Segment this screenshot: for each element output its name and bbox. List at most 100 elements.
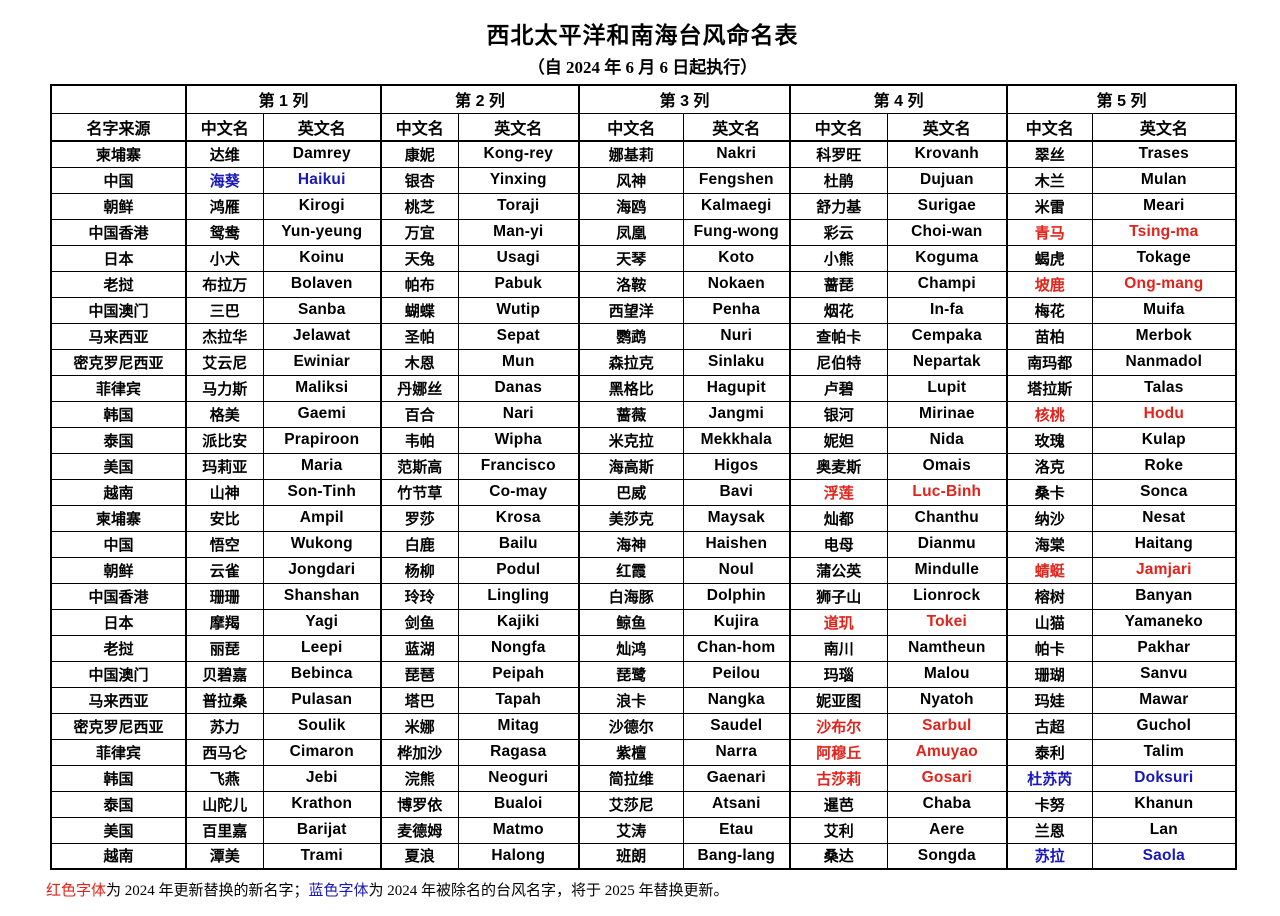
en-name-cell: Surigae (886, 192, 1008, 220)
group-header-2: 第 2 列 (380, 84, 580, 114)
en-name-cell: Mekkhala (682, 426, 791, 454)
en-name-cell: Pabuk (457, 270, 580, 298)
en-name-cell: Nari (457, 400, 580, 428)
cn-name-cell: 塔拉斯 (1006, 374, 1093, 402)
cn-name-cell: 道玑 (789, 608, 888, 636)
table-row: 中国香港 珊珊 Shanshan 玲玲 Lingling 白海豚 Dolphin 狮子山 Lio… (50, 582, 1237, 610)
cn-name-cell: 天兔 (380, 244, 459, 272)
en-name-cell: Nuri (682, 322, 791, 350)
en-name-cell: Yagi (262, 608, 382, 636)
cn-name-cell: 苏力 (185, 712, 264, 740)
cn-name-cell: 蔷薇 (578, 400, 684, 428)
en-name-cell: Tokage (1091, 244, 1237, 272)
cn-name-cell: 凤凰 (578, 218, 684, 246)
en-name-cell: Koto (682, 244, 791, 272)
cn-name-cell: 桃芝 (380, 192, 459, 220)
en-name-cell: Dujuan (886, 166, 1008, 194)
cn-name-cell: 竹节草 (380, 478, 459, 506)
cn-name-cell: 科罗旺 (789, 140, 888, 168)
cn-name-cell: 琵琶 (380, 660, 459, 688)
en-name-cell: Halong (457, 842, 580, 870)
table-row: 中国澳门 贝碧嘉 Bebinca 琵琶 Peipah 琵鹭 Peilou 玛瑙 Malou 珊瑚 S… (50, 660, 1237, 688)
en-name-cell: Noul (682, 556, 791, 584)
cn-name-cell: 木恩 (380, 348, 459, 376)
en-name-cell: Lupit (886, 374, 1008, 402)
cn-name-cell: 飞燕 (185, 764, 264, 792)
source-cell: 中国澳门 (50, 296, 187, 324)
en-name-cell: Omais (886, 452, 1008, 480)
cn-name-cell: 海鸥 (578, 192, 684, 220)
source-cell: 马来西亚 (50, 686, 187, 714)
cn-name-cell: 珊瑚 (1006, 660, 1093, 688)
en-name-cell: Tapah (457, 686, 580, 714)
cn-name-cell: 榕树 (1006, 582, 1093, 610)
cn-name-cell: 卢碧 (789, 374, 888, 402)
table-row: 中国香港 鸳鸯 Yun-yeung 万宜 Man-yi 凤凰 Fung-wong 彩云 Choi… (50, 218, 1237, 246)
cn-name-cell: 玛莉亚 (185, 452, 264, 480)
cn-name-cell: 罗莎 (380, 504, 459, 532)
cn-name-cell: 马力斯 (185, 374, 264, 402)
en-name-cell: Banyan (1091, 582, 1237, 610)
en-name-cell: Dolphin (682, 582, 791, 610)
cn-name-cell: 木兰 (1006, 166, 1093, 194)
source-cell: 柬埔寨 (50, 504, 187, 532)
en-name-cell: Lionrock (886, 582, 1008, 610)
cn-name-cell: 纳沙 (1006, 504, 1093, 532)
table-row: 柬埔寨 达维 Damrey 康妮 Kong-rey 娜基莉 Nakri 科罗旺 Krovanh 翠… (50, 140, 1237, 168)
en-name-cell: Yinxing (457, 166, 580, 194)
cn-name-cell: 风神 (578, 166, 684, 194)
en-name-cell: Jamjari (1091, 556, 1237, 584)
cn-name-cell: 浣熊 (380, 764, 459, 792)
col-header-en: 英文名 (262, 112, 382, 142)
table-row: 韩国 飞燕 Jebi 浣熊 Neoguri 简拉维 Gaenari 古莎莉 Gosari 杜苏芮 D… (50, 764, 1237, 792)
cn-name-cell: 蔷琵 (789, 270, 888, 298)
cn-name-cell: 范斯高 (380, 452, 459, 480)
en-name-cell: Mirinae (886, 400, 1008, 428)
en-name-cell: Yun-yeung (262, 218, 382, 246)
table-row: 菲律宾 马力斯 Maliksi 丹娜丝 Danas 黑格比 Hagupit 卢碧 Lupit 塔拉… (50, 374, 1237, 402)
table-row: 泰国 山陀儿 Krathon 博罗依 Bualoi 艾莎尼 Atsani 暹芭 Chaba 卡努 K… (50, 790, 1237, 818)
table-row: 朝鲜 云雀 Jongdari 杨柳 Podul 红霞 Noul 蒲公英 Mindulle 蜻蜓 Ja… (50, 556, 1237, 584)
cn-name-cell: 珊珊 (185, 582, 264, 610)
cn-name-cell: 布拉万 (185, 270, 264, 298)
source-cell: 中国澳门 (50, 660, 187, 688)
table-row: 美国 玛莉亚 Maria 范斯高 Francisco 海高斯 Higos 奥麦斯 Omais 洛克… (50, 452, 1237, 480)
en-name-cell: Luc-Binh (886, 478, 1008, 506)
en-name-cell: Barijat (262, 816, 382, 844)
en-name-cell: Nanmadol (1091, 348, 1237, 376)
cn-name-cell: 杜苏芮 (1006, 764, 1093, 792)
cn-name-cell: 南川 (789, 634, 888, 662)
en-name-cell: Talim (1091, 738, 1237, 766)
cn-name-cell: 贝碧嘉 (185, 660, 264, 688)
cn-name-cell: 玛瑙 (789, 660, 888, 688)
col-header-cn: 中文名 (185, 112, 264, 142)
cn-name-cell: 银杏 (380, 166, 459, 194)
typhoon-table-body: 柬埔寨 达维 Damrey 康妮 Kong-rey 娜基莉 Nakri 科罗旺 Krovanh 翠… (50, 140, 1237, 870)
en-name-cell: Mindulle (886, 556, 1008, 584)
cn-name-cell: 潭美 (185, 842, 264, 870)
en-name-cell: Peilou (682, 660, 791, 688)
cn-name-cell: 鲸鱼 (578, 608, 684, 636)
footnote-segment: 蓝色字体 (308, 883, 369, 899)
en-name-cell: Fung-wong (682, 218, 791, 246)
en-name-cell: Sinlaku (682, 348, 791, 376)
en-name-cell: Nepartak (886, 348, 1008, 376)
cn-name-cell: 百里嘉 (185, 816, 264, 844)
source-cell: 菲律宾 (50, 738, 187, 766)
cn-name-cell: 巴威 (578, 478, 684, 506)
en-name-cell: Hodu (1091, 400, 1237, 428)
en-name-cell: Jelawat (262, 322, 382, 350)
source-header: 名字来源 (50, 112, 187, 142)
en-name-cell: Saudel (682, 712, 791, 740)
en-name-cell: Pulasan (262, 686, 382, 714)
source-cell: 美国 (50, 452, 187, 480)
footnote-segment: 为 2024 年被除名的台风名字，将于 2025 年替换更新。 (368, 883, 729, 899)
table-row: 日本 摩羯 Yagi 剑鱼 Kajiki 鲸鱼 Kujira 道玑 Tokei 山猫 Yamanek… (50, 608, 1237, 636)
en-name-cell: Lingling (457, 582, 580, 610)
en-name-cell: Kong-rey (457, 140, 580, 168)
en-name-cell: Nakri (682, 140, 791, 168)
page-title: 西北太平洋和南海台风命名表 (486, 23, 799, 48)
en-name-cell: Namtheun (886, 634, 1008, 662)
cn-name-cell: 米克拉 (578, 426, 684, 454)
cn-name-cell: 古莎莉 (789, 764, 888, 792)
